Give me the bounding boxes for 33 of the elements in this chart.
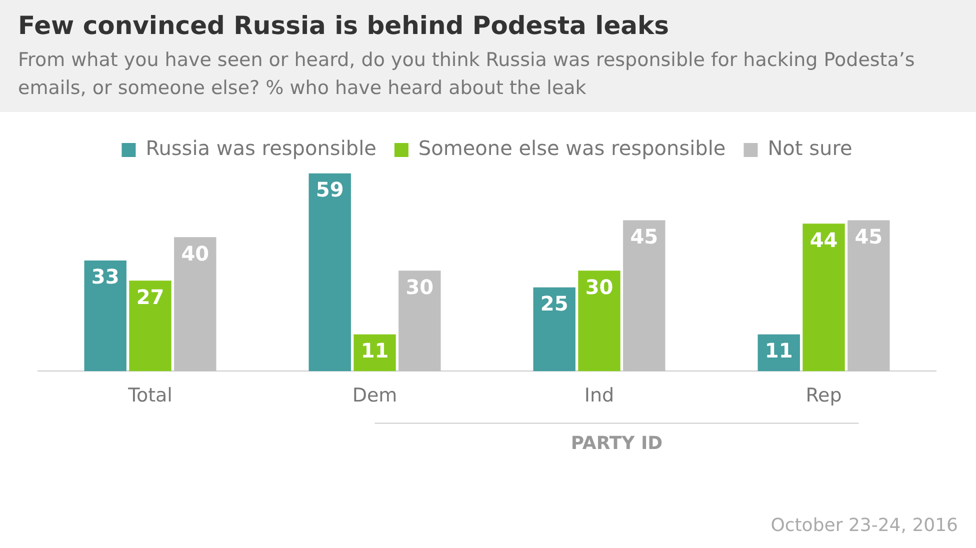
chart-subtitle: From what you have seen or heard, do you think Russia was responsible for hacking Podesta’s emails, or someone else? % who have heard about the leak [18,48,916,101]
data-label: 30 [406,274,434,299]
text: October 23-24, 2016 [770,515,958,536]
data-label: 11 [360,338,389,363]
data-label: 40 [181,241,210,266]
data-label: 11 [764,338,793,363]
legend-label: Someone else was responsible [418,136,726,160]
legend-label: Not sure [768,136,852,160]
bar [129,280,172,372]
legend-label: Russia was responsible [146,136,376,160]
bar [174,237,216,372]
data-label: 45 [854,224,883,249]
chart-title: Few convinced Russia is behind Podesta leaks [18,10,670,40]
bar [848,220,890,372]
x-tick-label: Total [127,384,172,407]
data-label: 27 [136,284,164,309]
data-label: 33 [91,264,120,289]
bar [398,270,441,372]
x-tick-label: Dem [352,384,398,407]
bar [533,287,576,372]
data-label: 45 [630,224,658,249]
bar [623,220,666,372]
bar [802,224,845,372]
data-label: 59 [316,178,344,202]
bar [84,260,126,372]
x-tick-label: Ind [584,384,614,407]
data-label: 30 [585,274,614,299]
x-tick-label: Rep [806,384,842,407]
bar [578,270,620,372]
data-label: 25 [540,292,568,316]
bar [308,173,351,372]
text: PARTY ID [570,432,663,454]
data-label: 44 [810,228,838,252]
